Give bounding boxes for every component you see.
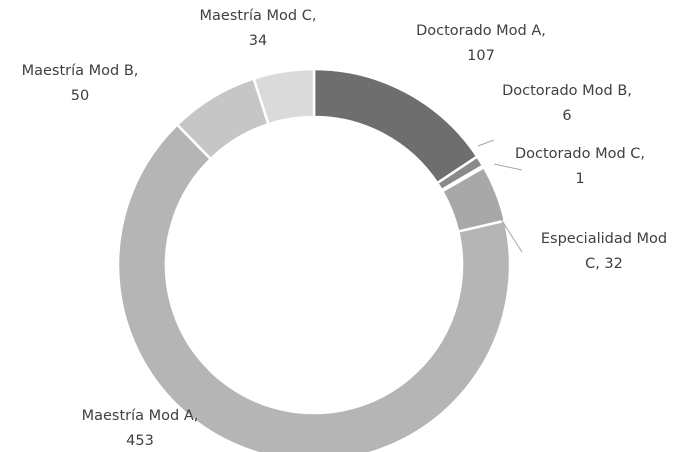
- leader-line: [477, 139, 495, 147]
- label-line: 1: [575, 171, 584, 187]
- label-line: Maestría Mod A,: [82, 408, 199, 424]
- data-label: Doctorado Mod C, 1: [515, 146, 645, 187]
- label-line: 50: [71, 88, 89, 104]
- label-line: Maestría Mod C,: [200, 8, 317, 24]
- label-line: Maestría Mod B,: [22, 63, 139, 79]
- leader-line: [487, 198, 523, 253]
- label-line: 453: [126, 433, 154, 449]
- data-label: Maestría Mod B, 50: [22, 63, 139, 104]
- donut: [116, 67, 512, 452]
- data-label: Doctorado Mod A, 107: [416, 23, 546, 64]
- label-line: 6: [562, 108, 571, 124]
- label-line: 107: [467, 48, 495, 64]
- label-line: Especialidad Mod: [541, 231, 667, 247]
- slice: [116, 122, 512, 452]
- label-line: 34: [249, 33, 267, 49]
- data-label: Especialidad Mod C, 32: [541, 231, 667, 272]
- label-line: Doctorado Mod A,: [416, 23, 546, 39]
- slice: [312, 67, 479, 185]
- label-line: Doctorado Mod C,: [515, 146, 645, 162]
- label-line: Doctorado Mod B,: [502, 83, 632, 99]
- data-label: Maestría Mod C, 34: [200, 8, 317, 49]
- data-label: Doctorado Mod B, 6: [502, 83, 632, 124]
- leader-line: [493, 163, 523, 171]
- slice: [252, 67, 316, 126]
- data-label: Maestría Mod A, 453: [82, 408, 199, 449]
- label-line: C, 32: [585, 256, 623, 272]
